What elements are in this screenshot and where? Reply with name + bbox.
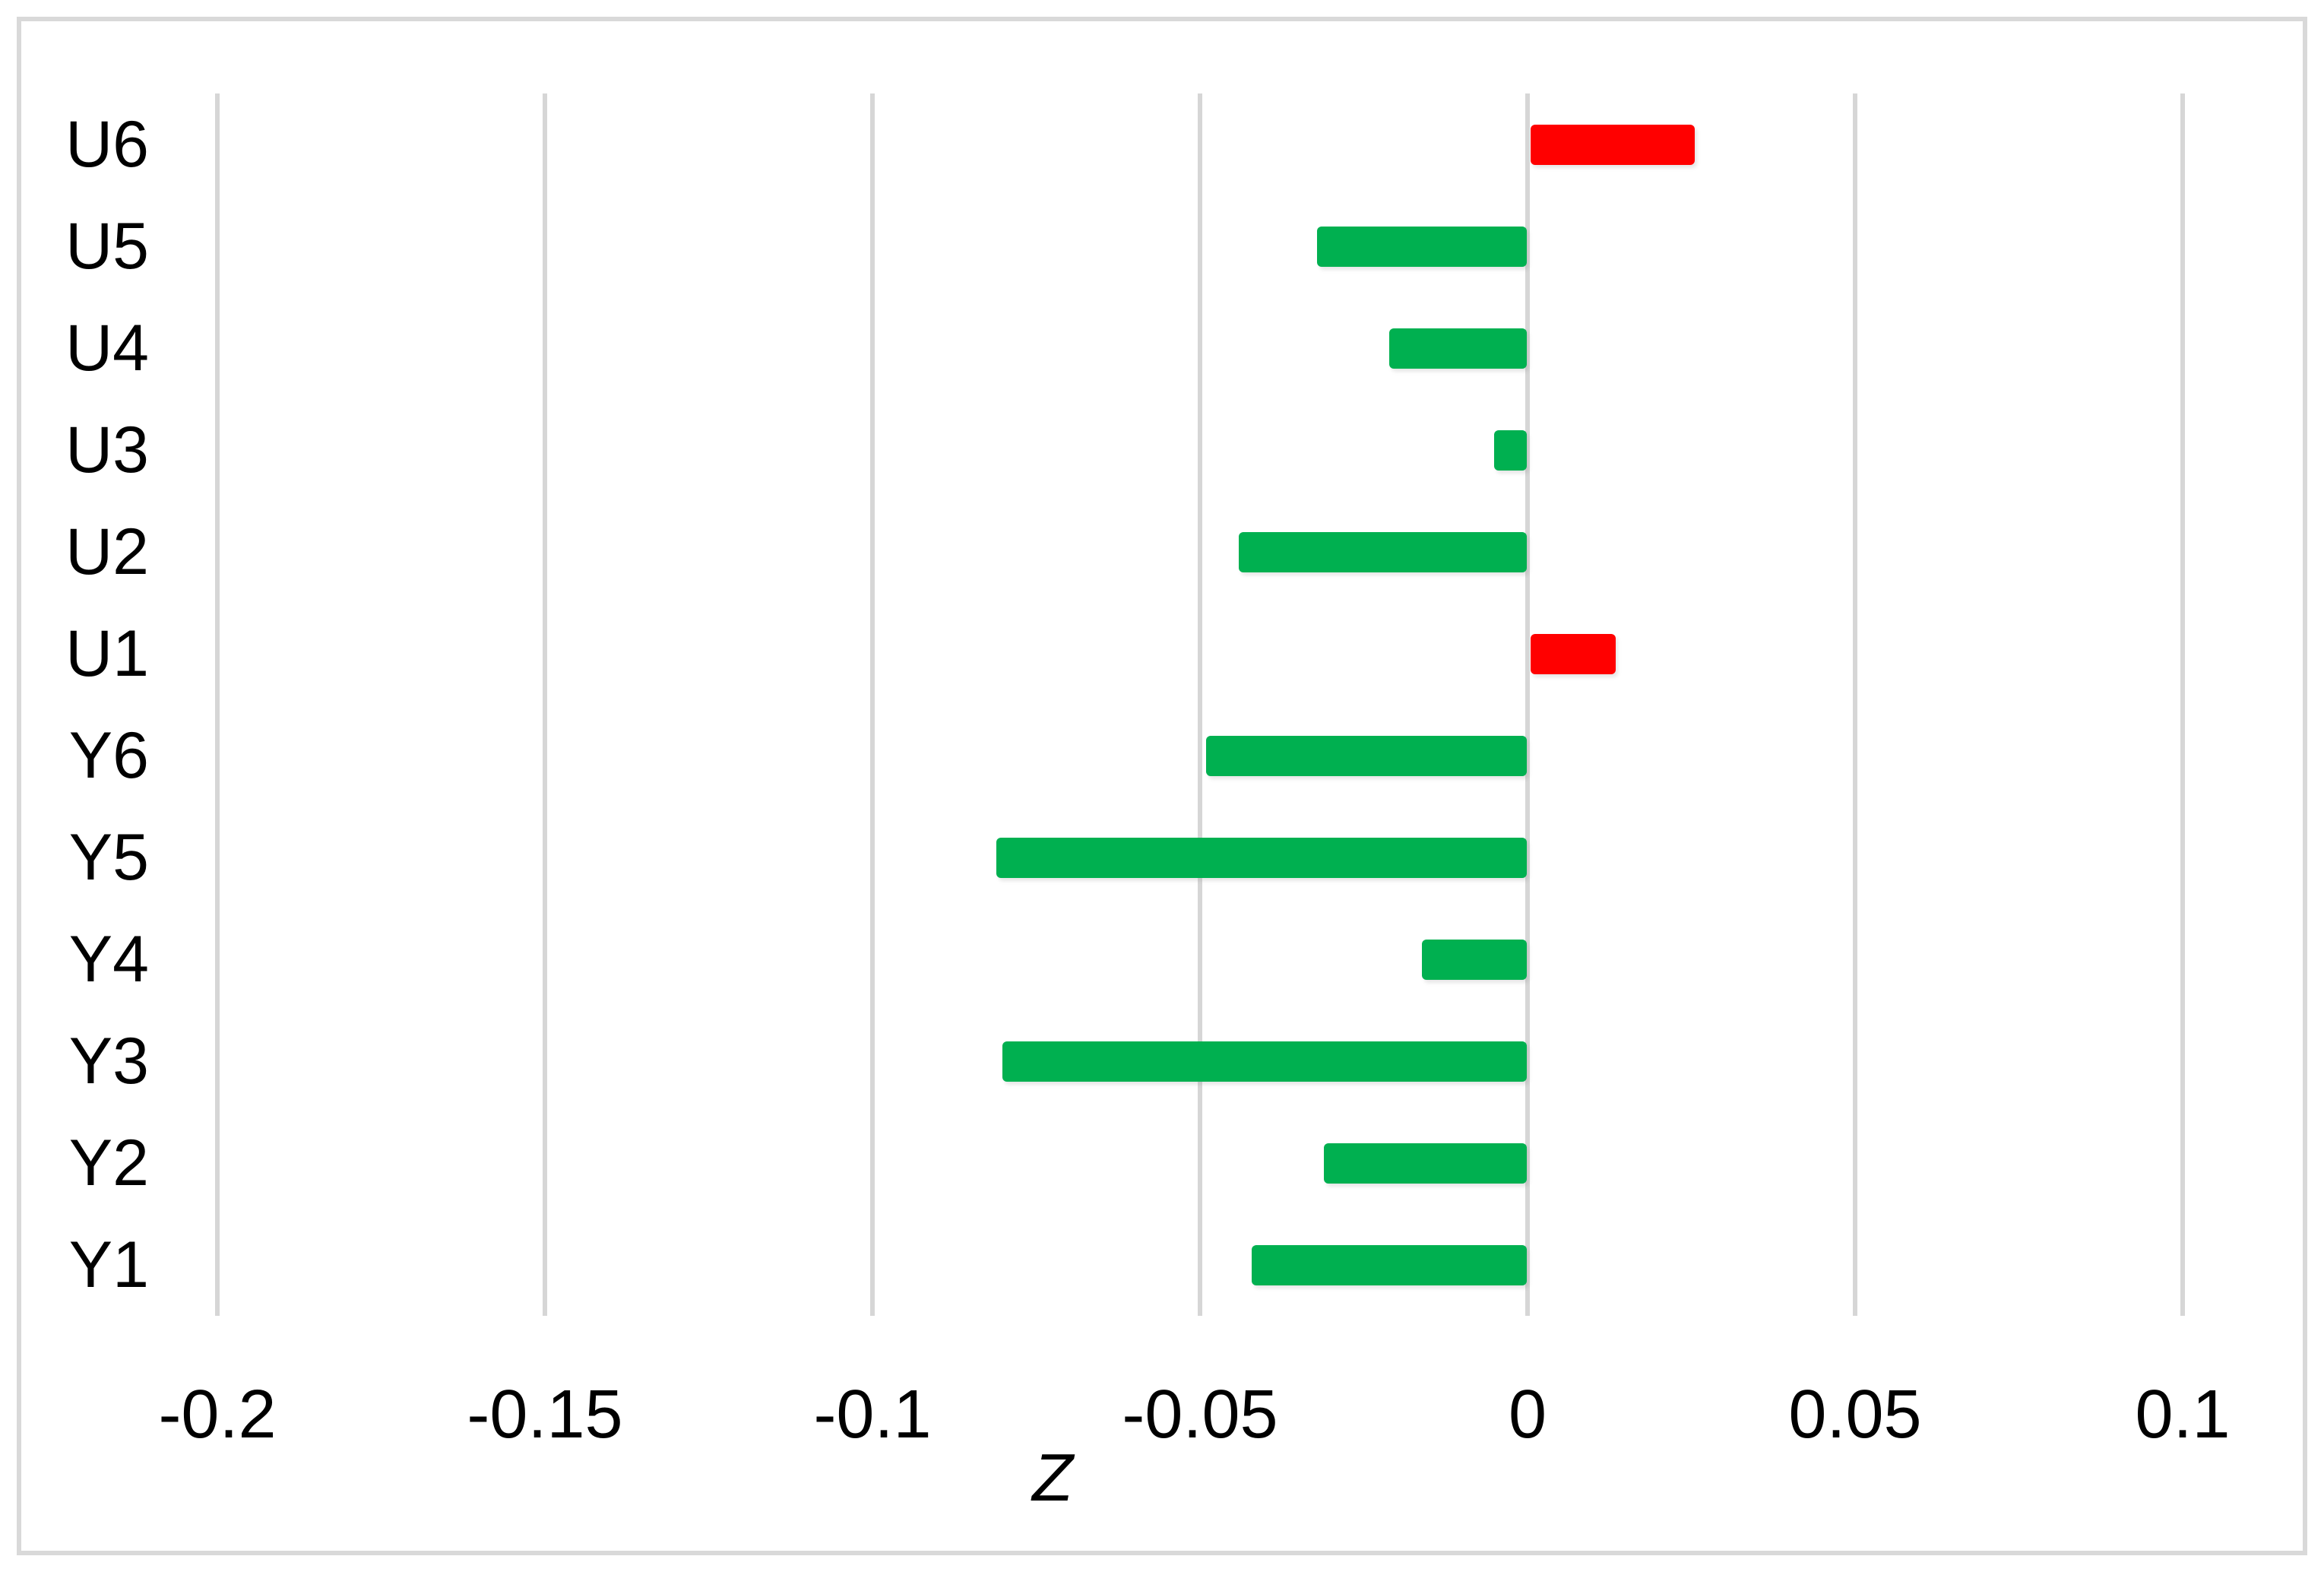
x-tick-label--0.05: -0.05: [1122, 1377, 1278, 1453]
category-label-Y2: Y2: [68, 1127, 149, 1200]
category-label-U5: U5: [65, 210, 149, 283]
x-tick-label-0.05: 0.05: [1788, 1377, 1922, 1453]
chart-area-border: [17, 17, 2307, 1555]
gridline-x-0: [1525, 93, 1530, 1316]
gridline-x-0.1: [2180, 93, 2185, 1316]
bar-Y4: [1422, 939, 1527, 980]
bar-Y5: [996, 837, 1527, 878]
category-label-U4: U4: [65, 312, 149, 385]
category-label-Y5: Y5: [68, 821, 149, 894]
category-label-Y1: Y1: [68, 1228, 149, 1301]
x-tick-label--0.1: -0.1: [813, 1377, 932, 1453]
gridline-x--0.1: [870, 93, 875, 1316]
category-label-Y4: Y4: [68, 923, 149, 996]
gridline-x-0.05: [1853, 93, 1857, 1316]
x-tick-label-0: 0: [1508, 1377, 1547, 1453]
gridline-x--0.15: [543, 93, 547, 1316]
gridline-x--0.2: [215, 93, 220, 1316]
x-tick-label--0.15: -0.15: [467, 1377, 623, 1453]
category-label-U2: U2: [65, 515, 149, 588]
bar-U1: [1531, 633, 1616, 674]
x-tick-label--0.2: -0.2: [158, 1377, 277, 1453]
bar-Y6: [1205, 735, 1527, 776]
category-label-Y6: Y6: [68, 719, 149, 792]
bar-U3: [1493, 429, 1527, 471]
bar-U2: [1238, 531, 1527, 572]
category-label-Y3: Y3: [68, 1025, 149, 1098]
x-axis-title: Z: [1032, 1440, 1073, 1515]
bar-U5: [1317, 226, 1527, 267]
bar-U6: [1531, 124, 1695, 165]
bar-Y3: [1002, 1041, 1527, 1082]
bar-Y2: [1323, 1143, 1527, 1184]
category-label-U3: U3: [65, 414, 149, 486]
x-tick-label-0.1: 0.1: [2135, 1377, 2231, 1453]
category-label-U1: U1: [65, 617, 149, 690]
bar-U4: [1388, 328, 1527, 369]
gridline-x--0.05: [1198, 93, 1202, 1316]
category-label-U6: U6: [65, 108, 149, 181]
bar-Y1: [1251, 1244, 1527, 1285]
